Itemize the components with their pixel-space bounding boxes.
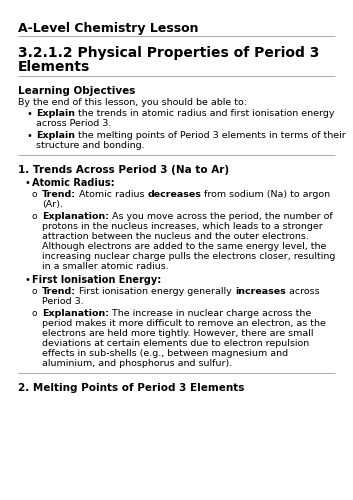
- Text: Period 3.: Period 3.: [42, 297, 84, 306]
- Text: in a smaller atomic radius.: in a smaller atomic radius.: [42, 262, 169, 271]
- Text: As you move across the period, the number of: As you move across the period, the numbe…: [109, 212, 333, 221]
- Text: electrons are held more tightly. However, there are small: electrons are held more tightly. However…: [42, 329, 313, 338]
- Text: Although electrons are added to the same energy level, the: Although electrons are added to the same…: [42, 242, 327, 251]
- Text: First Ionisation Energy:: First Ionisation Energy:: [32, 275, 161, 285]
- Text: Trend:: Trend:: [42, 287, 76, 296]
- Text: Elements: Elements: [18, 60, 90, 74]
- Text: the melting points of Period 3 elements in terms of their: the melting points of Period 3 elements …: [75, 131, 346, 140]
- Text: Trend:: Trend:: [42, 190, 76, 199]
- Text: o: o: [32, 212, 37, 221]
- Text: A-Level Chemistry Lesson: A-Level Chemistry Lesson: [18, 22, 198, 35]
- Text: Explain: Explain: [36, 131, 75, 140]
- Text: •: •: [26, 109, 32, 119]
- Text: By the end of this lesson, you should be able to:: By the end of this lesson, you should be…: [18, 98, 247, 107]
- Text: (Ar).: (Ar).: [42, 200, 63, 209]
- Text: Explanation:: Explanation:: [42, 309, 109, 318]
- Text: •: •: [24, 178, 30, 188]
- Text: Explain: Explain: [36, 109, 75, 118]
- Text: 1. Trends Across Period 3 (Na to Ar): 1. Trends Across Period 3 (Na to Ar): [18, 165, 229, 175]
- Text: across Period 3.: across Period 3.: [36, 119, 112, 128]
- Text: 2. Melting Points of Period 3 Elements: 2. Melting Points of Period 3 Elements: [18, 383, 244, 393]
- Text: effects in sub-shells (e.g., between magnesium and: effects in sub-shells (e.g., between mag…: [42, 349, 288, 358]
- Text: the trends in atomic radius and first ionisation energy: the trends in atomic radius and first io…: [75, 109, 335, 118]
- Text: across: across: [286, 287, 319, 296]
- Text: •: •: [26, 131, 32, 141]
- Text: from sodium (Na) to argon: from sodium (Na) to argon: [201, 190, 330, 199]
- Text: attraction between the nucleus and the outer electrons.: attraction between the nucleus and the o…: [42, 232, 309, 241]
- Text: o: o: [32, 309, 37, 318]
- Text: structure and bonding.: structure and bonding.: [36, 141, 145, 150]
- Text: decreases: decreases: [148, 190, 201, 199]
- Text: aluminium, and phosphorus and sulfur).: aluminium, and phosphorus and sulfur).: [42, 359, 232, 368]
- Text: o: o: [32, 190, 37, 199]
- Text: period makes it more difficult to remove an electron, as the: period makes it more difficult to remove…: [42, 319, 326, 328]
- Text: Learning Objectives: Learning Objectives: [18, 86, 135, 96]
- Text: The increase in nuclear charge across the: The increase in nuclear charge across th…: [109, 309, 311, 318]
- Text: •: •: [24, 275, 30, 285]
- Text: increases: increases: [235, 287, 286, 296]
- Text: protons in the nucleus increases, which leads to a stronger: protons in the nucleus increases, which …: [42, 222, 323, 231]
- Text: First ionisation energy generally: First ionisation energy generally: [76, 287, 235, 296]
- Text: Explanation:: Explanation:: [42, 212, 109, 221]
- Text: o: o: [32, 287, 37, 296]
- Text: 3.2.1.2 Physical Properties of Period 3: 3.2.1.2 Physical Properties of Period 3: [18, 46, 319, 60]
- Text: increasing nuclear charge pulls the electrons closer, resulting: increasing nuclear charge pulls the elec…: [42, 252, 335, 261]
- Text: deviations at certain elements due to electron repulsion: deviations at certain elements due to el…: [42, 339, 309, 348]
- Text: Atomic Radius:: Atomic Radius:: [32, 178, 115, 188]
- Text: Atomic radius: Atomic radius: [76, 190, 148, 199]
